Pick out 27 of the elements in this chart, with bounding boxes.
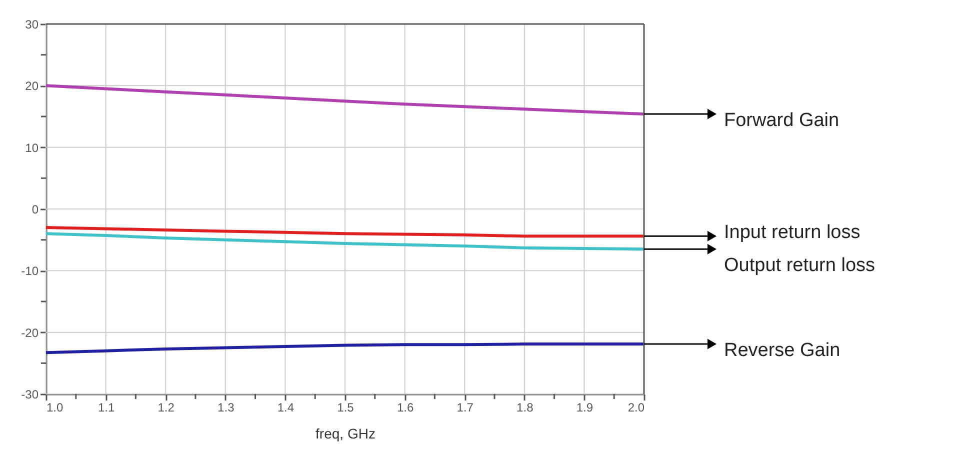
line-series: [44, 342, 646, 354]
line-series: [44, 226, 646, 238]
y-tick-label: -10: [21, 264, 39, 278]
x-tick-label: 1.8: [516, 400, 534, 414]
x-axis-title: freq, GHz: [316, 426, 376, 442]
x-tick-label: 1.2: [158, 400, 175, 414]
y-tick-label: -20: [21, 326, 39, 340]
text: Input return loss: [724, 222, 860, 244]
x-tick-label: 1.9: [576, 400, 594, 414]
x-tick-label: 1.3: [218, 400, 235, 414]
x-tick-label: 1.1: [98, 400, 115, 414]
line-series: [44, 232, 646, 251]
line-series: [44, 84, 646, 116]
x-tick-label: 1.7: [456, 400, 474, 414]
x-tick-label: 1.6: [396, 400, 414, 414]
y-tick-label: -30: [21, 388, 39, 402]
y-tick-label: 20: [25, 79, 39, 94]
y-tick-label: 30: [25, 18, 39, 32]
y-tick-label: 0: [32, 202, 39, 216]
text: Forward Gain: [724, 110, 840, 132]
y-tick-label: 10: [25, 140, 39, 155]
x-tick-label: 1.0: [46, 400, 64, 414]
x-tick-label: 2.0: [628, 400, 645, 414]
x-tick-label: 1.5: [337, 400, 354, 414]
text: Reverse Gain: [724, 340, 840, 362]
x-tick-label: 1.4: [277, 400, 294, 414]
text: Output return loss: [724, 255, 876, 276]
